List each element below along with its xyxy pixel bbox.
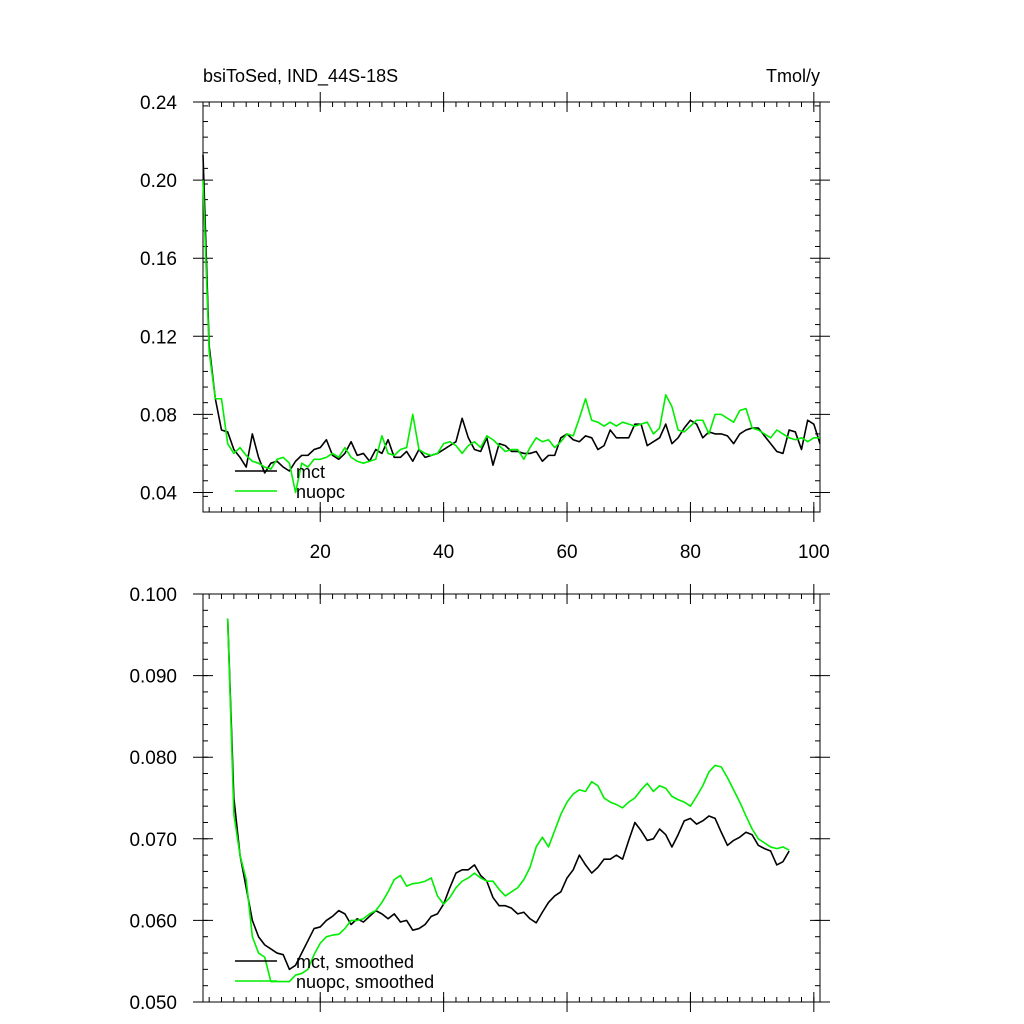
x-tick-label: 80 xyxy=(680,542,701,563)
legend-label: mct, smoothed xyxy=(296,952,414,972)
top-panel: bsiToSed, IND_44S-18S Tmol/y 20 40 60 80 100… xyxy=(140,66,830,563)
top-panel-title: bsiToSed, IND_44S-18S xyxy=(203,66,398,87)
legend-label: nuopc xyxy=(296,482,345,502)
y-tick-label: 0.060 xyxy=(129,911,177,932)
series-line-secondary xyxy=(226,618,790,983)
x-tick-label: 100 xyxy=(798,542,830,563)
y-tick-label: 0.050 xyxy=(129,993,177,1014)
plot-frame xyxy=(202,593,821,1003)
x-tick-label: 20 xyxy=(310,542,331,563)
y-tick-label: 0.24 xyxy=(140,93,177,114)
y-tick-label: 0.04 xyxy=(140,483,177,504)
plot-frame xyxy=(202,101,821,513)
top-panel-units: Tmol/y xyxy=(766,66,820,86)
y-tick-label: 0.16 xyxy=(140,249,177,270)
y-tick-label: 0.20 xyxy=(140,171,177,192)
x-tick-label: 60 xyxy=(556,542,577,563)
series-line-primary xyxy=(202,154,821,474)
legend-label: nuopc, smoothed xyxy=(296,972,434,992)
y-tick-label: 0.090 xyxy=(129,667,177,688)
y-tick-label: 0.100 xyxy=(129,585,177,606)
bottom-panel: 0.050 0.060 0.070 0.080 0.090 0.100 mct, smoot… xyxy=(129,584,830,1014)
x-tick-label: 40 xyxy=(433,542,454,563)
series-line-primary xyxy=(226,618,790,971)
y-tick-label: 0.070 xyxy=(129,830,177,851)
y-tick-label: 0.08 xyxy=(140,405,177,426)
y-tick-label: 0.12 xyxy=(140,327,177,348)
legend-label: mct xyxy=(296,462,325,482)
series-line-secondary xyxy=(202,180,820,494)
y-tick-label: 0.080 xyxy=(129,748,177,769)
